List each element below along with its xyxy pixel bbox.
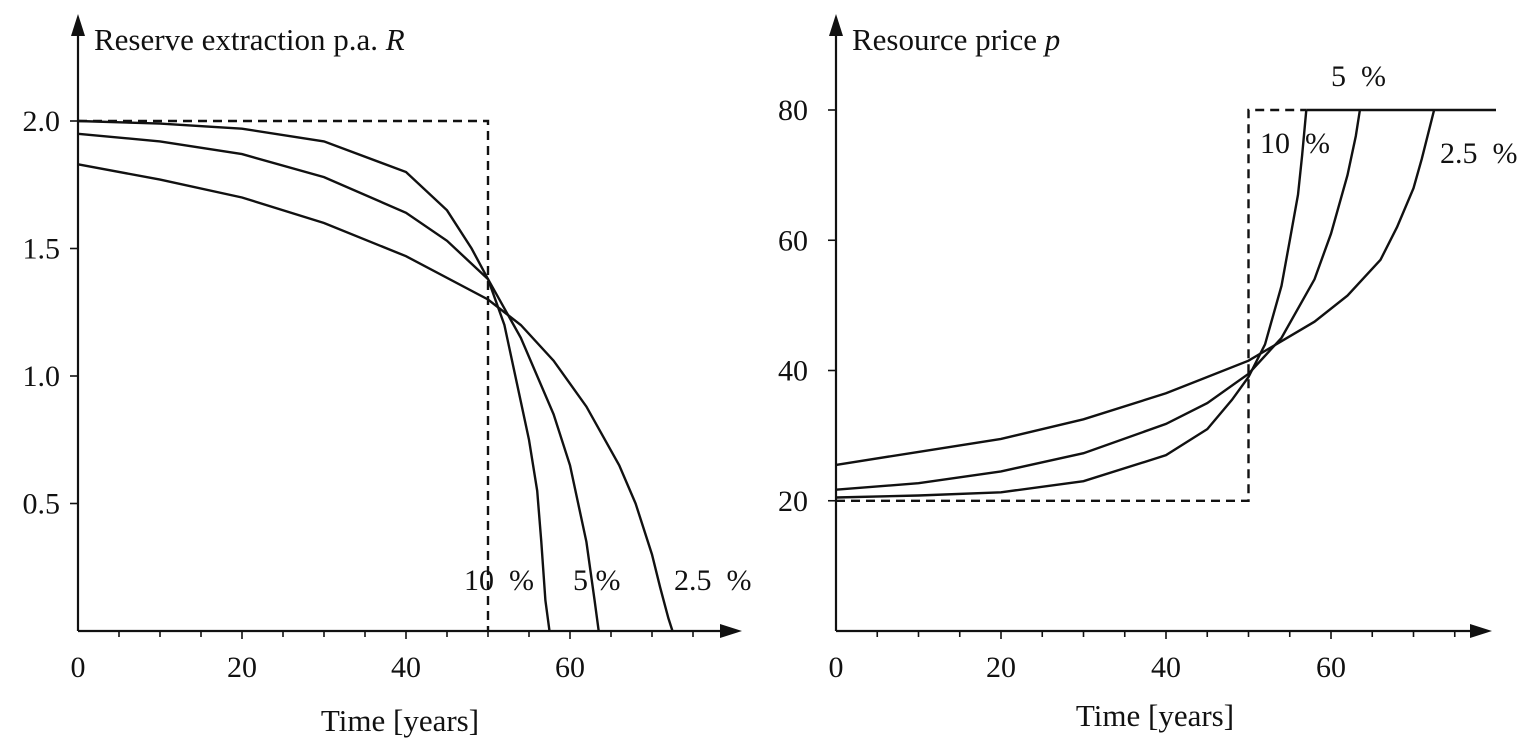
x-axis-arrow-icon [1470, 624, 1492, 638]
y-tick-label: 20 [778, 485, 808, 518]
x-tick-label: 0 [71, 651, 86, 684]
y-tick-labels: 20 40 60 80 [778, 94, 808, 518]
series-line-2-5 [835, 109, 1436, 467]
y-tick-label: 80 [778, 94, 808, 127]
x-tick-label: 20 [986, 651, 1016, 684]
chart-title: Resource price p [852, 22, 1060, 57]
x-axis-arrow-icon [720, 624, 742, 638]
y-tick-labels: 0.5 1.0 1.5 2.0 [23, 105, 61, 521]
series-label-2-5: 2.5 % [674, 564, 752, 597]
title-symbol: R [385, 22, 405, 57]
x-ticks [876, 631, 1456, 639]
series-label-2-5: 2.5 % [1440, 137, 1518, 170]
y-tick-label: 0.5 [23, 488, 61, 521]
y-tick-label: 1.0 [23, 360, 61, 393]
y-ticks [70, 120, 78, 505]
resource-price-chart: 0 20 40 60 20 40 60 80 Resource price p Time [… [778, 14, 1518, 733]
dashed-reference-line [78, 119, 490, 631]
series-label-10: 10 % [464, 564, 534, 597]
x-axis-label: Time [years] [321, 703, 479, 738]
series-label-5: 5 % [573, 564, 621, 597]
y-tick-label: 2.0 [23, 105, 61, 138]
x-tick-labels: 0 20 40 60 [71, 651, 586, 684]
series-label-10: 10 % [1260, 127, 1330, 160]
series-group [835, 108, 1496, 502]
series-line-5 [835, 109, 1362, 491]
series-line-5 [77, 132, 600, 632]
x-tick-label: 0 [829, 651, 844, 684]
series-label-5: 5 % [1331, 60, 1386, 93]
reserve-extraction-chart: 0 20 40 60 0.5 1.0 1.5 2.0 Reserve extraction … [23, 14, 752, 738]
x-tick-label: 60 [1316, 651, 1346, 684]
y-tick-label: 60 [778, 224, 808, 257]
y-ticks [828, 109, 836, 502]
series-line-2-5 [77, 163, 674, 632]
x-tick-label: 60 [555, 651, 585, 684]
chart-title: Reserve extraction p.a. R [94, 22, 405, 57]
series-group [77, 119, 674, 632]
y-axis-arrow-icon [71, 14, 85, 36]
y-tick-label: 1.5 [23, 233, 61, 266]
y-tick-label: 40 [778, 355, 808, 388]
y-axis-arrow-icon [829, 14, 843, 36]
title-symbol: p [1043, 22, 1061, 57]
series-line-10 [835, 109, 1308, 499]
x-axis-label: Time [years] [1076, 698, 1234, 733]
x-tick-labels: 0 20 40 60 [829, 651, 1347, 684]
dashed-reference-line [836, 108, 1307, 502]
series-line-10 [77, 119, 551, 632]
x-tick-label: 20 [227, 651, 257, 684]
x-tick-label: 40 [1151, 651, 1181, 684]
x-ticks [118, 631, 694, 639]
x-tick-label: 40 [391, 651, 421, 684]
